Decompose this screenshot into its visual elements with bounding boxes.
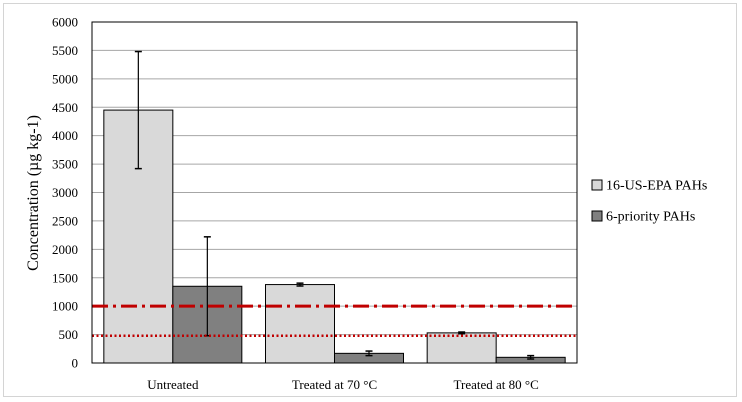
y-tick-label: 500	[59, 327, 79, 342]
legend-label: 6-priority PAHs	[606, 210, 695, 225]
bars	[103, 109, 566, 364]
y-tick-label: 6000	[52, 15, 78, 30]
y-tick-label: 4500	[52, 100, 78, 115]
y-tick-label: 0	[72, 356, 79, 371]
y-tick-label: 5000	[52, 71, 78, 86]
x-tick-labels: Untreated Treated at 70 °C Treated at 80 °…	[147, 377, 539, 392]
axes	[91, 21, 578, 364]
y-axis-title: Concentration (µg kg-1)	[25, 115, 42, 271]
bar	[426, 332, 497, 364]
plot-area-border	[91, 21, 578, 364]
y-tick-label: 1000	[52, 299, 78, 314]
x-tick-label: Treated at 70 °C	[292, 377, 377, 392]
x-tick-label: Untreated	[147, 377, 199, 392]
y-tick-label: 5500	[52, 43, 78, 58]
reference-lines	[92, 304, 577, 337]
y-tick-label: 2500	[52, 213, 78, 228]
legend: 16-US-EPA PAHs 6-priority PAHs	[591, 179, 707, 225]
bar	[265, 284, 335, 364]
error-bars	[134, 50, 535, 360]
legend-label: 16-US-EPA PAHs	[606, 179, 707, 194]
y-tick-label: 2000	[52, 242, 78, 257]
x-tick-label: Treated at 80 °C	[454, 377, 539, 392]
chart-frame	[3, 3, 737, 397]
legend-swatch	[591, 179, 603, 191]
y-tick-label: 4000	[52, 128, 78, 143]
y-tick-label: 1500	[52, 270, 78, 285]
y-tick-label: 3000	[52, 185, 78, 200]
y-tick-label: 3500	[52, 157, 78, 172]
y-tick-labels: 0 500 1000 1500 2000 2500 3000 3500 4000 4500 5000…	[52, 15, 78, 371]
legend-swatch	[591, 210, 603, 222]
